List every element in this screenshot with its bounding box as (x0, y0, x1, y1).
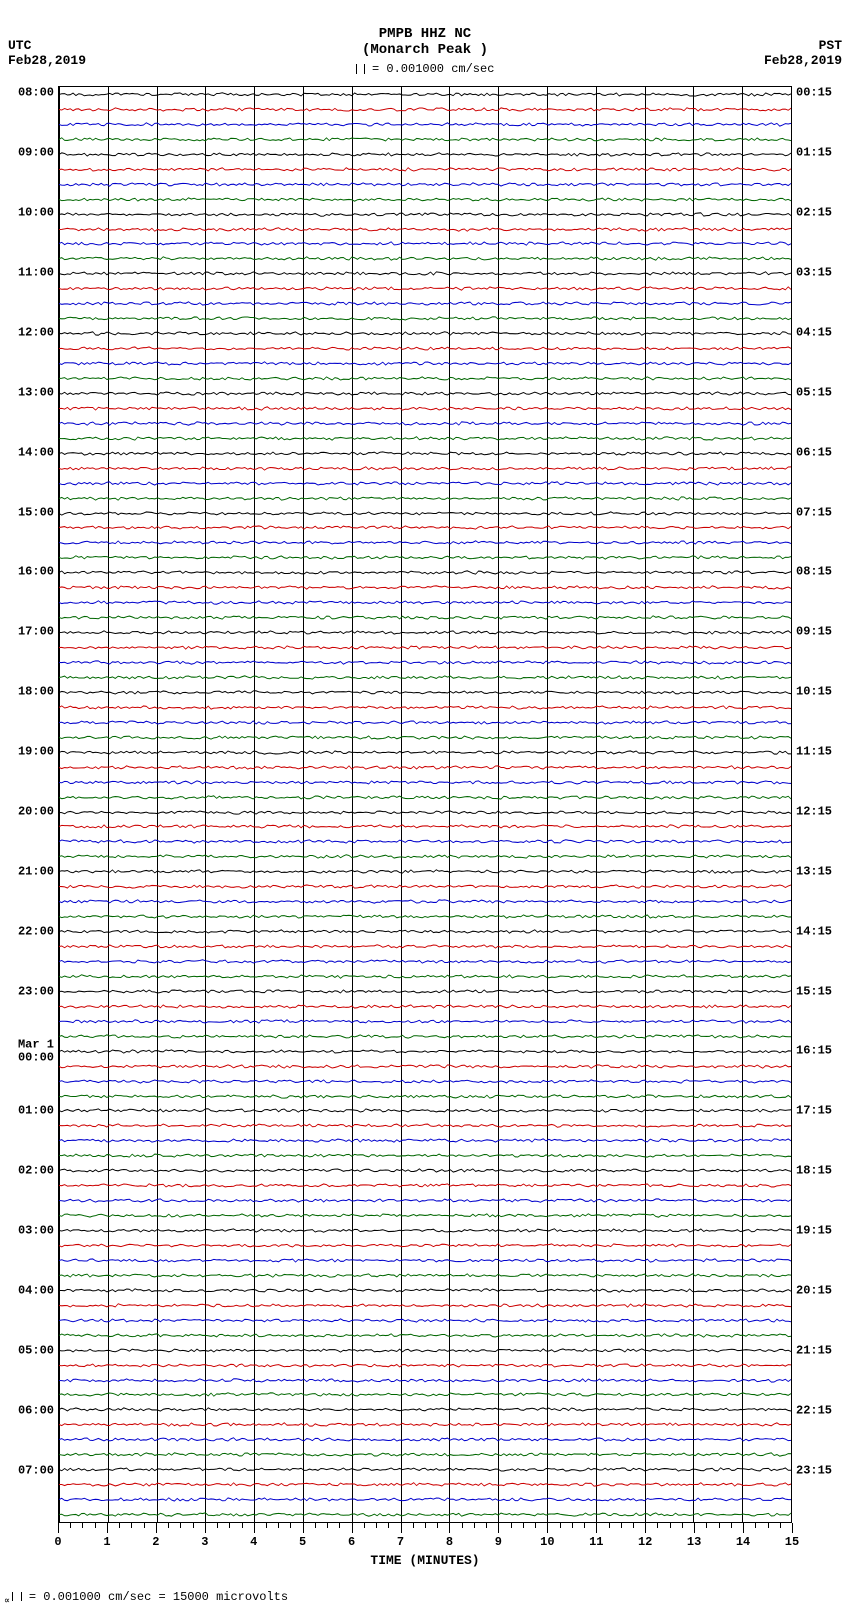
footer-text: = 0.001000 cm/sec = 15000 microvolts (29, 1590, 288, 1604)
time-label: 09:00 (8, 147, 54, 160)
x-tick-label: 11 (589, 1535, 603, 1549)
time-label: 10:00 (8, 207, 54, 220)
time-label: 19:00 (8, 746, 54, 759)
x-tick-label: 2 (152, 1535, 159, 1549)
time-label: 14:00 (8, 446, 54, 459)
time-label: 05:15 (796, 387, 842, 400)
x-tick-label: 0 (54, 1535, 61, 1549)
header-center: PMPB HHZ NC (Monarch Peak ) (0, 26, 850, 58)
x-tick-label: 10 (540, 1535, 554, 1549)
x-axis-title: TIME (MINUTES) (58, 1553, 792, 1568)
time-label: 10:15 (796, 686, 842, 699)
time-label: 13:00 (8, 387, 54, 400)
time-label: 09:15 (796, 626, 842, 639)
time-label: 03:15 (796, 267, 842, 280)
time-label: Mar 100:00 (8, 1039, 54, 1064)
x-tick-label: 14 (736, 1535, 750, 1549)
x-tick-label: 7 (397, 1535, 404, 1549)
right-time-labels: 00:15 01:15 02:15 03:15 04:15 05:15 06:15 07:15… (792, 86, 842, 1523)
time-label: 07:00 (8, 1464, 54, 1477)
helicorder-plot (58, 86, 792, 1523)
time-label: 15:15 (796, 985, 842, 998)
scale-bar-text: = 0.001000 cm/sec (372, 62, 494, 76)
left-time-labels: 08:00 09:00 10:00 11:00 12:00 13:00 14:00 15:00… (8, 86, 58, 1523)
x-axis: TIME (MINUTES) 0123456789101112131415 (58, 1523, 792, 1573)
time-label: 07:15 (796, 506, 842, 519)
x-tick-label: 3 (201, 1535, 208, 1549)
time-label: 19:15 (796, 1225, 842, 1238)
time-label: 17:15 (796, 1105, 842, 1118)
time-label: 12:15 (796, 806, 842, 819)
x-tick-label: 8 (446, 1535, 453, 1549)
time-label: 18:15 (796, 1165, 842, 1178)
time-label: 16:15 (796, 1045, 842, 1058)
scale-bar: = 0.001000 cm/sec (0, 62, 850, 76)
time-label: 20:15 (796, 1285, 842, 1298)
time-label: 22:00 (8, 925, 54, 938)
time-label: 06:15 (796, 446, 842, 459)
time-label: 11:15 (796, 746, 842, 759)
header-right: PST Feb28,2019 (764, 38, 842, 68)
time-label: 08:15 (796, 566, 842, 579)
time-label: 21:15 (796, 1345, 842, 1358)
time-label: 14:15 (796, 925, 842, 938)
x-tick-label: 5 (299, 1535, 306, 1549)
time-label: 00:15 (796, 87, 842, 100)
time-label: 08:00 (8, 87, 54, 100)
time-label: 18:00 (8, 686, 54, 699)
station-name: (Monarch Peak ) (0, 42, 850, 58)
time-label: 22:15 (796, 1404, 842, 1417)
time-label: 02:15 (796, 207, 842, 220)
time-label: 17:00 (8, 626, 54, 639)
trace-row (59, 1507, 791, 1522)
pst-label: PST (764, 38, 842, 53)
time-label: 04:15 (796, 327, 842, 340)
station-code: PMPB HHZ NC (0, 26, 850, 42)
chart-header: UTC Feb28,2019 PMPB HHZ NC (Monarch Peak… (0, 0, 850, 82)
x-tick-label: 1 (103, 1535, 110, 1549)
right-date: Feb28,2019 (764, 53, 842, 68)
footer-scale: ∝ = 0.001000 cm/sec = 15000 microvolts (4, 1590, 288, 1607)
time-label: 12:00 (8, 327, 54, 340)
x-tick-label: 13 (687, 1535, 701, 1549)
x-tick-label: 15 (785, 1535, 799, 1549)
x-tick-label: 9 (495, 1535, 502, 1549)
time-label: 01:00 (8, 1105, 54, 1118)
time-label: 20:00 (8, 806, 54, 819)
seismogram-page: UTC Feb28,2019 PMPB HHZ NC (Monarch Peak… (0, 0, 850, 1613)
time-label: 16:00 (8, 566, 54, 579)
time-label: 05:00 (8, 1345, 54, 1358)
time-label: 21:00 (8, 866, 54, 879)
x-tick-label: 4 (250, 1535, 257, 1549)
plot-area: 08:00 09:00 10:00 11:00 12:00 13:00 14:00 15:00… (8, 82, 842, 1573)
time-label: 13:15 (796, 866, 842, 879)
time-label: 01:15 (796, 147, 842, 160)
time-label: 02:00 (8, 1165, 54, 1178)
time-label: 03:00 (8, 1225, 54, 1238)
time-label: 11:00 (8, 267, 54, 280)
time-label: 06:00 (8, 1404, 54, 1417)
time-label: 04:00 (8, 1285, 54, 1298)
time-label: 23:15 (796, 1464, 842, 1477)
x-tick-label: 12 (638, 1535, 652, 1549)
time-label: 23:00 (8, 985, 54, 998)
x-tick-label: 6 (348, 1535, 355, 1549)
time-label: 15:00 (8, 506, 54, 519)
